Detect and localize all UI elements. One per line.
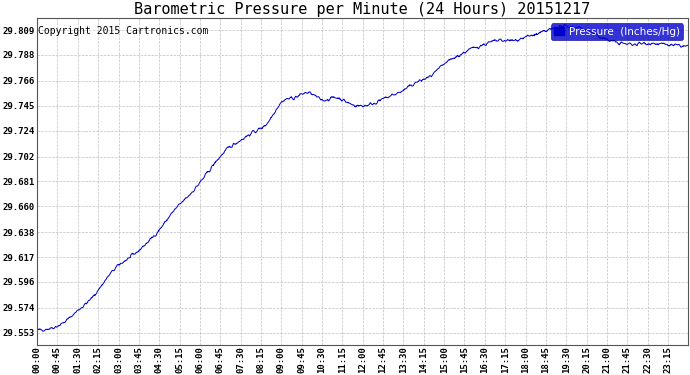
Title: Barometric Pressure per Minute (24 Hours) 20151217: Barometric Pressure per Minute (24 Hours… [135, 2, 591, 17]
Text: Copyright 2015 Cartronics.com: Copyright 2015 Cartronics.com [39, 26, 209, 36]
Legend: Pressure  (Inches/Hg): Pressure (Inches/Hg) [551, 24, 682, 40]
